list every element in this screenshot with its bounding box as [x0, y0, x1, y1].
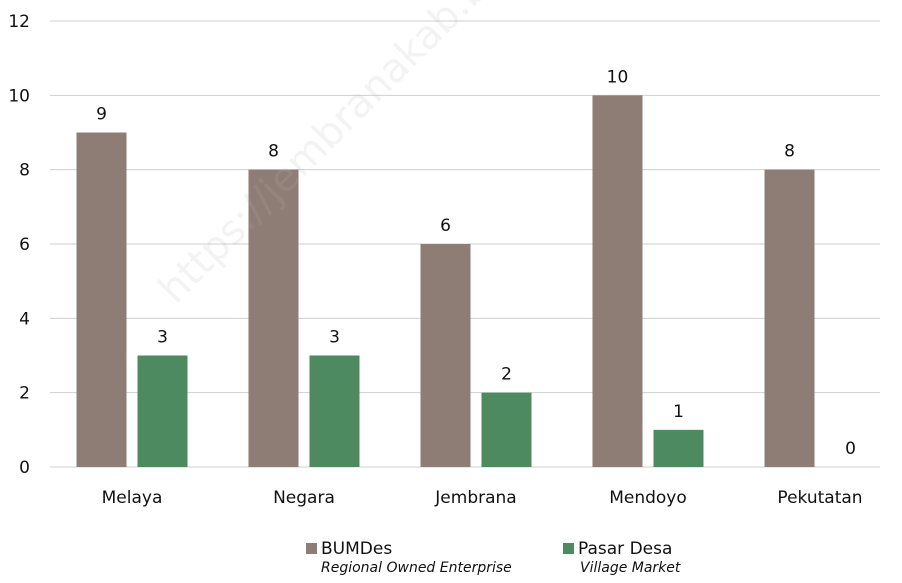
y-tick-label: 12	[8, 12, 30, 32]
bar	[764, 169, 815, 467]
y-tick-label: 0	[19, 458, 30, 478]
data-label: 3	[157, 328, 168, 348]
data-label: 2	[501, 365, 512, 385]
data-label: 9	[96, 105, 107, 125]
data-label: 8	[268, 142, 279, 162]
bar	[248, 169, 299, 467]
bar	[481, 392, 532, 467]
data-label: 3	[329, 328, 340, 348]
y-tick-label: 6	[19, 235, 30, 255]
legend-swatch-pasar-desa	[563, 543, 574, 554]
legend-sublabel-pasar-desa: Village Market	[580, 560, 681, 576]
data-label: 8	[784, 142, 795, 162]
legend-item-pasar-desa: Pasar Desa Village Market	[563, 539, 680, 576]
bar	[592, 95, 643, 467]
bar	[309, 355, 360, 467]
y-tick-label: 8	[19, 161, 30, 181]
bar	[76, 132, 127, 467]
data-label: 6	[440, 216, 451, 236]
legend-label-pasar-desa: Pasar Desa	[578, 539, 673, 559]
y-tick-label: 10	[8, 86, 30, 106]
bar	[420, 244, 471, 467]
legend-sublabel-bumdes: Regional Owned Enterprise	[321, 560, 512, 576]
x-category-label: Melaya	[102, 488, 163, 508]
y-tick-label: 4	[19, 309, 30, 329]
x-category-label: Negara	[273, 488, 335, 508]
data-label: 0	[845, 439, 856, 459]
x-category-label: Pekutatan	[777, 488, 862, 508]
bar	[137, 355, 188, 467]
y-tick-label: 2	[19, 384, 30, 404]
data-label: 1	[673, 402, 684, 422]
x-category-label: Jembrana	[434, 488, 516, 508]
data-label: 10	[607, 67, 629, 87]
bar	[653, 429, 704, 467]
legend-swatch-bumdes	[306, 543, 317, 554]
x-category-label: Mendoyo	[609, 488, 687, 508]
legend-label-bumdes: BUMDes	[321, 539, 393, 559]
legend-item-bumdes: BUMDes Regional Owned Enterprise	[306, 539, 512, 576]
